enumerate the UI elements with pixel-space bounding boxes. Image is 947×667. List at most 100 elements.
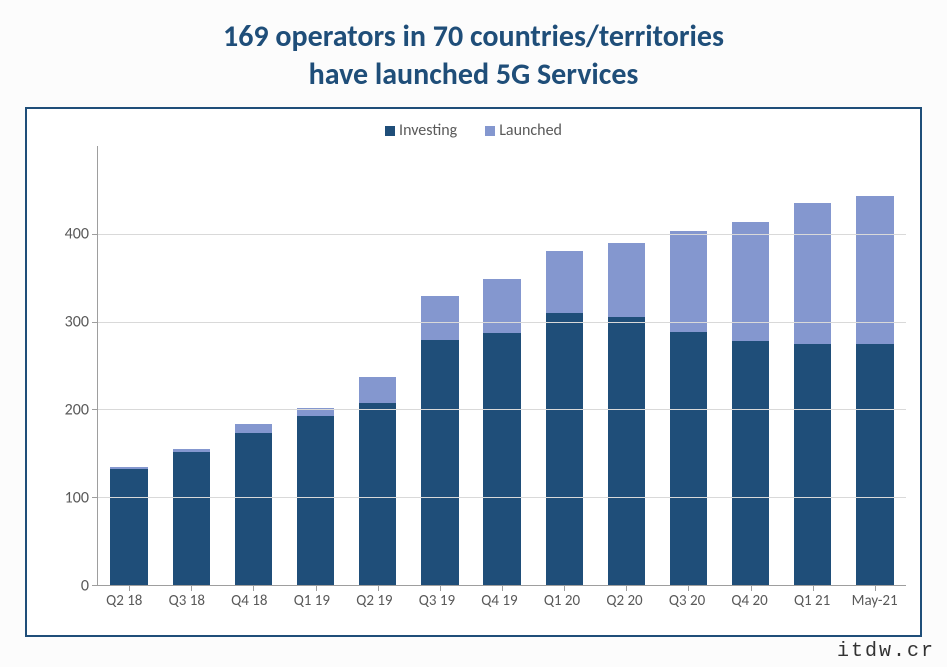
chart-frame: Investing Launched 0100200300400 Q2 18Q3… [25,107,922,637]
gridline [98,322,906,323]
x-tick-label: Q1 19 [281,592,344,610]
bar [732,146,769,585]
bar [608,146,645,585]
bar [297,146,334,585]
legend-swatch-investing [385,126,395,136]
x-tick-label: May-21 [843,592,906,610]
bar-segment-investing [546,313,583,585]
bar-container [98,146,906,585]
bar-segment-investing [608,317,645,585]
gridline [98,409,906,410]
bar-slot [533,146,595,585]
x-tick-label: Q2 19 [343,592,406,610]
bar-slot [657,146,719,585]
bar [546,146,583,585]
bar-segment-launched [421,296,458,340]
bar-segment-investing [670,332,707,585]
x-tick-label: Q2 20 [593,592,656,610]
x-tick-label: Q3 20 [656,592,719,610]
bar [359,146,396,585]
bar [794,146,831,585]
x-tick-label: Q4 18 [218,592,281,610]
x-axis: Q2 18Q3 18Q4 18Q1 19Q2 19Q3 19Q4 19Q1 20… [93,592,906,610]
x-tick-label: Q1 21 [781,592,844,610]
y-tickmark [92,322,98,323]
bar-segment-investing [732,341,769,585]
x-tickmark [564,585,565,591]
bar-segment-launched [483,279,520,333]
x-tickmark [440,585,441,591]
x-tickmark [191,585,192,591]
bar [235,146,272,585]
legend-item-launched: Launched [485,121,562,140]
title-line-2: have launched 5G Services [309,56,639,93]
bar-slot [98,146,160,585]
bar-slot [844,146,906,585]
gridline [98,497,906,498]
bar [856,146,893,585]
bar-slot [284,146,346,585]
x-tickmark [378,585,379,591]
y-axis: 0100200300400 [41,146,97,586]
x-tickmark [253,585,254,591]
y-tick-label: 0 [81,577,89,596]
legend-swatch-launched [485,126,495,136]
y-tickmark [92,497,98,498]
legend: Investing Launched [41,121,906,140]
x-tickmark [688,585,689,591]
bar-slot [720,146,782,585]
x-tick-label: Q4 19 [468,592,531,610]
bar [670,146,707,585]
bar-segment-launched [235,424,272,433]
plot-wrap: 0100200300400 [41,146,906,586]
bar-slot [160,146,222,585]
bar-slot [347,146,409,585]
bar-slot [222,146,284,585]
x-tick-label: Q3 18 [156,592,219,610]
page-root: 169 operators in 70 countries/territorie… [0,0,947,667]
y-tick-label: 200 [65,401,89,420]
bar-segment-launched [732,222,769,341]
bar [483,146,520,585]
bar-segment-investing [359,403,396,585]
bar-segment-investing [297,416,334,585]
bar-segment-launched [546,251,583,313]
bar-segment-investing [483,333,520,585]
gridline [98,234,906,235]
x-tick-label: Q1 20 [531,592,594,610]
x-tickmark [751,585,752,591]
bar-segment-investing [173,452,210,585]
bar-slot [595,146,657,585]
bar-segment-investing [421,340,458,585]
watermark: itdw.cr [837,640,935,663]
x-tickmark [875,585,876,591]
y-tickmark [92,409,98,410]
y-tickmark [92,234,98,235]
plot-area [97,146,906,586]
y-tick-label: 100 [65,489,89,508]
bar-segment-investing [110,469,147,585]
title-line-1: 169 operators in 70 countries/territorie… [223,18,724,55]
bar-segment-launched [359,377,396,403]
bar [173,146,210,585]
bar-segment-investing [794,344,831,585]
legend-label-launched: Launched [499,121,562,140]
x-tickmark [626,585,627,591]
bar [110,146,147,585]
x-tick-label: Q4 20 [718,592,781,610]
bar-segment-investing [235,433,272,585]
bar-slot [471,146,533,585]
bar-slot [782,146,844,585]
y-tickmark [92,585,98,586]
bar-slot [409,146,471,585]
bar-segment-launched [670,231,707,332]
bar [421,146,458,585]
x-tickmark [129,585,130,591]
bar-segment-investing [856,344,893,585]
bar-segment-launched [608,243,645,318]
legend-item-investing: Investing [385,121,457,140]
x-tick-label: Q2 18 [93,592,156,610]
y-tick-label: 300 [65,313,89,332]
x-tick-label: Q3 19 [406,592,469,610]
x-tickmark [502,585,503,591]
